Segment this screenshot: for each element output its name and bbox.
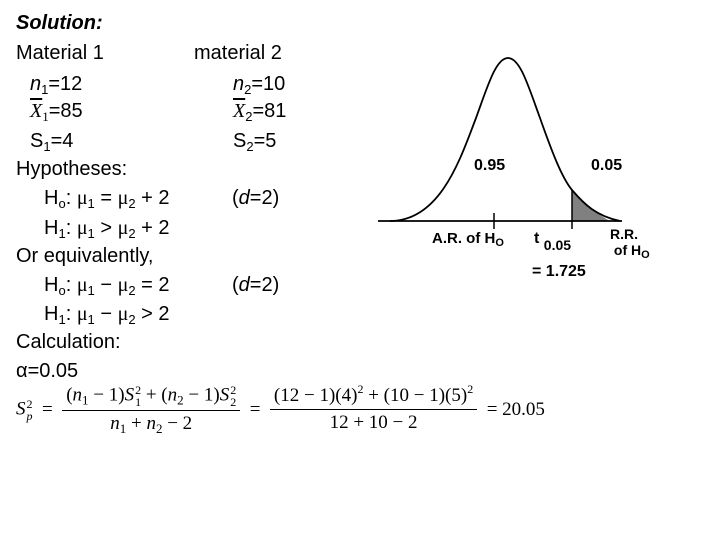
d-note: (d=2) — [232, 187, 280, 209]
solution-heading: Solution: — [16, 12, 103, 34]
d-note-2: (d=2) — [232, 274, 280, 296]
alpha-value: α=0.05 — [16, 360, 79, 382]
left-area-label: 0.95 — [474, 157, 506, 174]
rejection-region-label: R.R. of HO — [610, 226, 650, 261]
null-hypothesis: Ho: μ1 = μ2 + 2 — [44, 187, 170, 211]
pooled-variance-numeric-fraction: (12 − 1)(4)2 + (10 − 1)(5)2 12 + 10 − 2 — [269, 383, 478, 434]
material-2-sd: S2=5 — [233, 130, 277, 154]
acceptance-region-label: A.R. of HO — [432, 230, 504, 249]
pooled-variance-result: 20.05 — [502, 398, 545, 420]
hypotheses-title: Hypotheses: — [16, 158, 128, 180]
material-1-mean: X1=85 — [30, 100, 83, 124]
distribution-curve — [389, 57, 621, 222]
rejection-region-shading — [572, 190, 610, 221]
material-1-title: Material 1 — [16, 42, 104, 64]
pooled-variance-formula: S2 p = (n1 − 1)S2 1 + (n2 − 1)S2 2 n1 + n2 … — [16, 382, 545, 436]
material-1-n: n1=12 — [30, 73, 83, 97]
critical-value: = 1.725 — [532, 263, 586, 280]
material-2-n: n2=10 — [233, 73, 286, 97]
alternative-hypothesis: H1: μ1 > μ2 + 2 — [44, 217, 170, 241]
pooled-variance-general-fraction: (n1 − 1)S2 1 + (n2 − 1)S2 2 n1 + n2 − 2 — [62, 384, 241, 435]
null-hypothesis-equivalent: Ho: μ1 − μ2 = 2 — [44, 274, 170, 298]
equivalently-title: Or equivalently, — [16, 245, 154, 267]
right-area-label: 0.05 — [591, 157, 623, 174]
calculation-title: Calculation: — [16, 331, 121, 353]
material-1-sd: S1=4 — [30, 130, 74, 154]
critical-value-label: t 0.05 — [534, 230, 572, 253]
alternative-hypothesis-equivalent: H1: μ1 − μ2 > 2 — [44, 303, 170, 327]
material-2-mean: X2=81 — [233, 100, 287, 124]
material-2-title: material 2 — [194, 42, 282, 64]
